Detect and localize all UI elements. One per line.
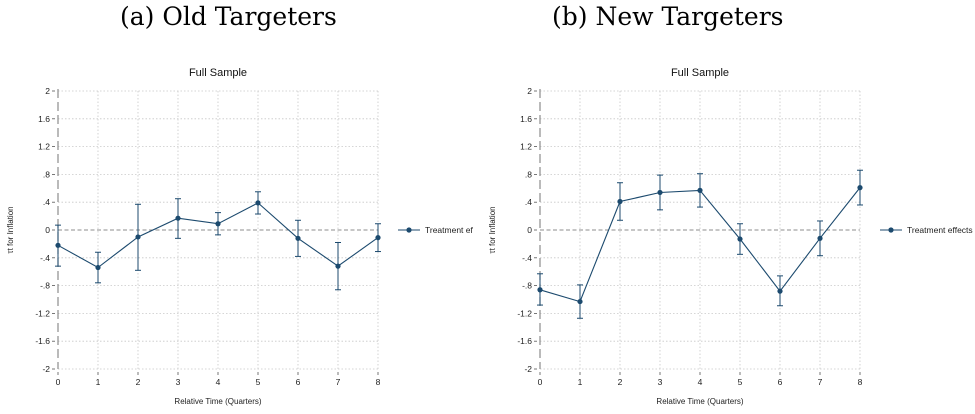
chart-title: Full Sample xyxy=(189,67,247,79)
y-tick-label: 2 xyxy=(45,86,50,96)
x-tick-label: 4 xyxy=(698,377,703,387)
y-tick-label: -1.2 xyxy=(517,308,532,318)
x-tick-label: 1 xyxy=(578,377,583,387)
data-point xyxy=(777,288,783,294)
chart-panel-b: Full Sample -2 -1.6 -1.2 -.8 -.4 0 .4 .8 1.2 1.6 2 0… xyxy=(488,67,973,406)
y-axis-label: τt for Inflation xyxy=(6,206,15,253)
y-tick-label: 1.6 xyxy=(520,114,532,124)
y-tick-label: -.4 xyxy=(40,253,50,263)
x-axis-label: Relative Time (Quarters) xyxy=(656,397,743,406)
y-tick-label: 2 xyxy=(527,86,532,96)
x-tick-label: 6 xyxy=(778,377,783,387)
y-tick-label: -1.2 xyxy=(35,308,50,318)
data-point xyxy=(255,200,261,206)
data-point xyxy=(95,264,101,271)
legend-marker xyxy=(406,227,412,233)
x-tick-label: 0 xyxy=(538,377,543,387)
x-tick-label: 5 xyxy=(738,377,743,387)
panel-a-caption: (a) Old Targeters xyxy=(120,2,337,31)
data-point xyxy=(817,235,823,241)
x-tick-label: 6 xyxy=(296,377,301,387)
chart-title: Full Sample xyxy=(671,67,729,79)
y-tick-label: .8 xyxy=(525,169,532,179)
data-point xyxy=(577,298,583,305)
x-tick-label: 8 xyxy=(858,377,863,387)
x-tick-label: 3 xyxy=(176,377,181,387)
x-tick-label: 7 xyxy=(818,377,823,387)
y-tick-label: -.8 xyxy=(522,281,532,291)
y-tick-label: 1.2 xyxy=(38,142,50,152)
y-tick-label: -2 xyxy=(42,364,50,374)
data-point xyxy=(617,198,623,205)
x-tick-label: 1 xyxy=(96,377,101,387)
y-tick-label: .4 xyxy=(43,197,50,207)
panel-b-caption: (b) New Targeters xyxy=(552,2,784,31)
x-tick-label: 8 xyxy=(376,377,381,387)
legend-marker xyxy=(888,227,894,233)
y-tick-label: 1.6 xyxy=(38,114,50,124)
data-point xyxy=(537,287,543,293)
data-point xyxy=(697,187,703,193)
chart-panel-a: Full Sample -2 -1.6 -1.2 -.8 -.4 0 .4 .8 1.2 1.6 2 0… xyxy=(6,67,474,406)
data-point xyxy=(335,263,341,269)
data-point xyxy=(135,234,141,240)
x-tick-label: 7 xyxy=(336,377,341,387)
y-tick-label: 0 xyxy=(45,225,50,235)
data-point xyxy=(657,189,663,196)
y-tick-label: 1.2 xyxy=(520,142,532,152)
data-point xyxy=(857,185,863,191)
data-point xyxy=(175,215,181,221)
x-tick-label: 0 xyxy=(56,377,61,387)
y-tick-label: -2 xyxy=(524,364,532,374)
x-tick-label: 2 xyxy=(618,377,623,387)
x-axis-label: Relative Time (Quarters) xyxy=(174,397,261,406)
y-tick-label: -.8 xyxy=(40,281,50,291)
y-tick-label: -1.6 xyxy=(35,336,50,346)
data-point xyxy=(295,235,301,241)
x-tick-label: 5 xyxy=(256,377,261,387)
y-tick-label: -1.6 xyxy=(517,336,532,346)
y-tick-label: -.4 xyxy=(522,253,532,263)
y-axis-label: τt for Inflation xyxy=(488,206,497,253)
y-tick-label: .4 xyxy=(525,197,532,207)
legend-label: Treatment effects xyxy=(907,225,973,235)
x-tick-label: 4 xyxy=(216,377,221,387)
data-point xyxy=(737,236,743,242)
y-tick-label: .8 xyxy=(43,169,50,179)
data-point xyxy=(215,221,221,227)
legend-label: Treatment ef xyxy=(425,225,474,235)
data-point xyxy=(375,235,381,241)
data-point xyxy=(55,242,61,248)
y-tick-label: 0 xyxy=(527,225,532,235)
x-tick-label: 2 xyxy=(136,377,141,387)
x-tick-label: 3 xyxy=(658,377,663,387)
